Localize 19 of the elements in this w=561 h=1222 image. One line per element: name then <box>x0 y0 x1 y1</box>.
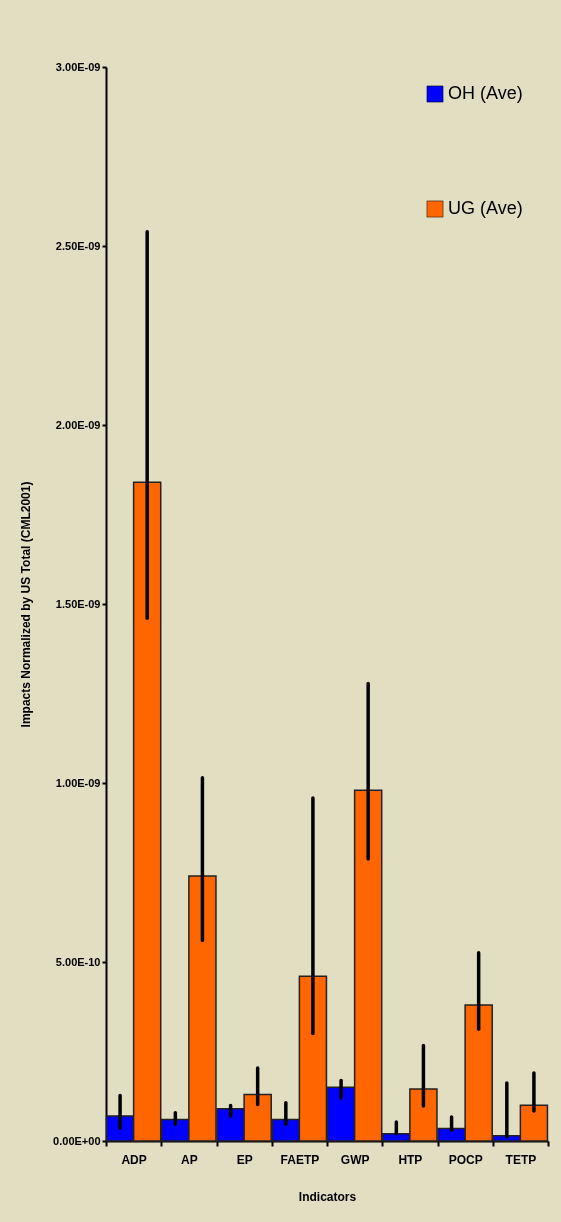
x-tick-label: GWP <box>340 1152 370 1167</box>
x-axis-title: Indicators <box>298 1189 357 1204</box>
x-tick-label: ADP <box>121 1152 147 1167</box>
x-tick-label: HTP <box>398 1152 423 1167</box>
legend-label: UG (Ave) <box>448 198 523 218</box>
x-tick-label: POCP <box>448 1152 483 1167</box>
y-tick-label: 2.00E-09 <box>55 418 101 431</box>
x-tick-label: AP <box>181 1152 198 1167</box>
y-tick-label: 1.50E-09 <box>55 597 101 610</box>
y-tick-label: 5.00E-10 <box>55 955 101 968</box>
x-tick-label: TETP <box>505 1152 537 1167</box>
x-tick-label: FAETP <box>280 1152 320 1167</box>
y-axis-title: Impacts Normalized by US Total (CML2001) <box>19 481 34 728</box>
y-tick-label: 2.50E-09 <box>55 239 101 252</box>
y-tick-label: 3.00E-09 <box>55 60 101 73</box>
y-tick-label: 0.00E+00 <box>53 1134 101 1147</box>
y-tick-label: 1.00E-09 <box>55 776 101 789</box>
x-tick-label: EP <box>236 1152 253 1167</box>
legend-label: OH (Ave) <box>448 83 523 103</box>
